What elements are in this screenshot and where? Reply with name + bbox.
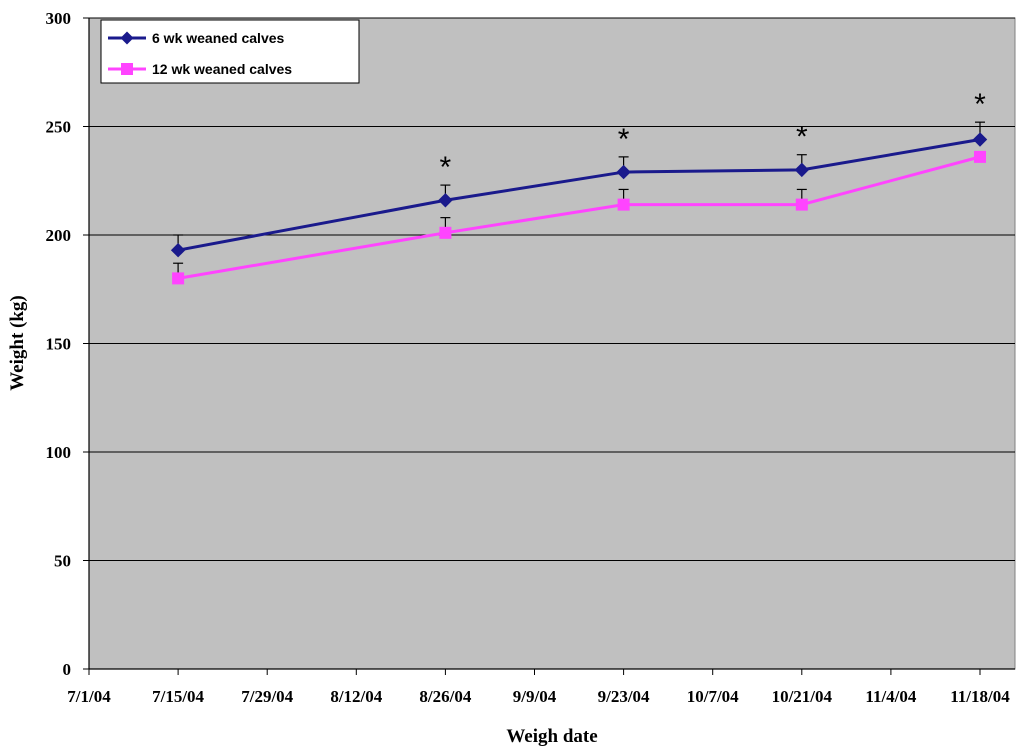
x-tick-label: 7/29/04 <box>241 687 293 706</box>
x-tick-label: 10/21/04 <box>772 687 833 706</box>
x-tick-label: 8/26/04 <box>419 687 471 706</box>
x-tick-label: 11/4/04 <box>865 687 917 706</box>
legend-label: 6 wk weaned calves <box>152 30 285 46</box>
annotation-layer: * * * * <box>440 88 987 184</box>
x-axis-title: Weigh date <box>506 726 597 747</box>
significance-star: * <box>796 121 808 154</box>
gridlines <box>89 17 1015 561</box>
data-point <box>972 132 988 147</box>
series-1 <box>170 121 988 258</box>
significance-star: * <box>974 88 986 121</box>
data-point <box>438 193 453 208</box>
legend-marker <box>121 63 133 75</box>
y-ticks: 0 50 100 150 200 250 300 <box>46 9 89 679</box>
y-tick-label: 150 <box>46 335 72 354</box>
legend-label: 12 wk weaned calves <box>152 61 292 77</box>
series-2 <box>172 150 986 285</box>
x-tick-label: 11/18/04 <box>950 687 1010 706</box>
y-tick-label: 300 <box>46 9 72 28</box>
x-tick-label: 7/15/04 <box>152 687 204 706</box>
data-point <box>617 198 630 211</box>
x-tick-label: 8/12/04 <box>330 687 382 706</box>
y-tick-label: 100 <box>46 443 72 462</box>
x-tick-label: 10/7/04 <box>687 687 739 706</box>
data-point <box>794 162 810 178</box>
legend: 6 wk weaned calves 12 wk weaned calves <box>100 19 360 84</box>
data-point <box>974 150 986 163</box>
x-ticks: 7/1/04 7/15/04 7/29/04 8/12/04 8/26/04 9/9/04… <box>67 669 1010 706</box>
significance-star: * <box>440 151 452 184</box>
data-point <box>439 226 452 239</box>
data-point <box>170 242 186 258</box>
y-tick-label: 200 <box>46 226 72 245</box>
legend-marker <box>120 31 134 45</box>
series-layer <box>170 121 988 285</box>
y-tick-label: 0 <box>63 660 72 679</box>
y-tick-label: 50 <box>54 552 71 571</box>
significance-star: * <box>618 123 630 156</box>
data-point <box>172 272 185 285</box>
legend-box <box>100 19 360 84</box>
data-point <box>616 164 631 180</box>
x-tick-label: 9/23/04 <box>598 687 650 706</box>
x-tick-label: 9/9/04 <box>513 687 557 706</box>
y-axis-title: Weight (kg) <box>7 295 28 391</box>
y-tick-label: 250 <box>46 118 72 137</box>
data-point <box>795 198 808 211</box>
x-tick-label: 7/1/04 <box>67 687 111 706</box>
